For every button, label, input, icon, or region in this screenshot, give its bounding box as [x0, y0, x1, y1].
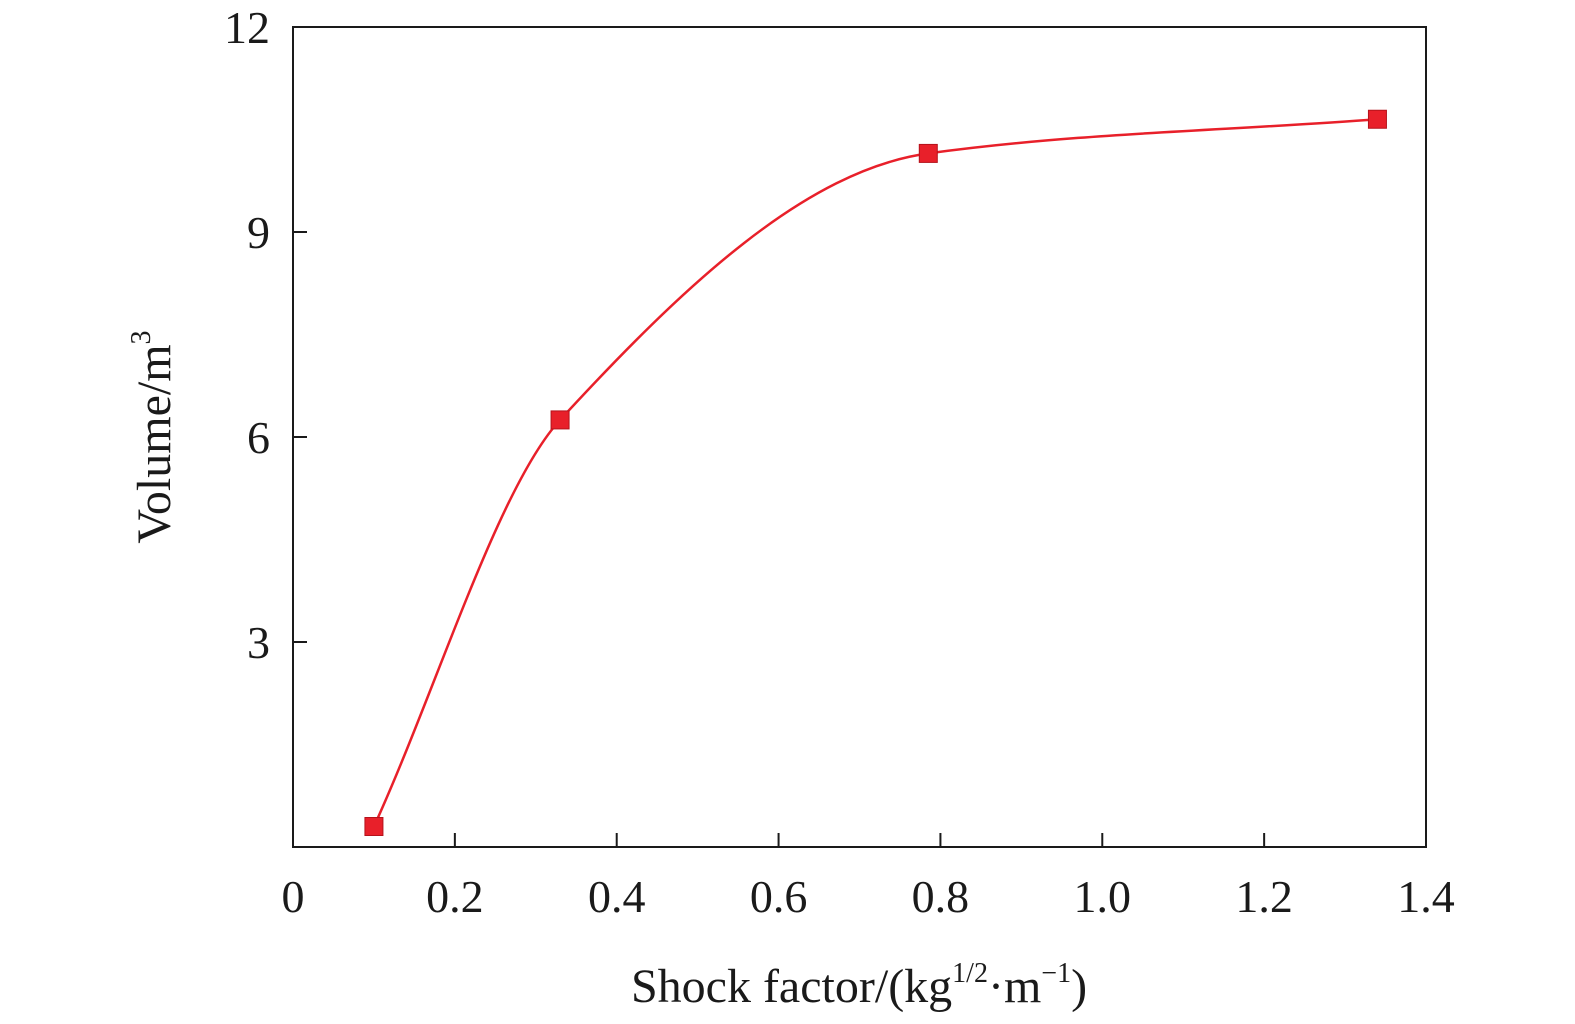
- x-axis-label: Shock factor/(kg1/2·m−1): [631, 958, 1087, 1013]
- x-axis-label-mid: ·m: [988, 960, 1041, 1013]
- x-axis-label-sup1: 1/2: [952, 958, 988, 989]
- x-tick-label: 0.4: [588, 871, 646, 922]
- x-tick-label: 0: [282, 871, 305, 922]
- series-layer: [364, 109, 1387, 836]
- y-tick-label: 6: [247, 412, 270, 463]
- x-tick-label: 1.0: [1074, 871, 1132, 922]
- x-axis-label-end: ): [1071, 960, 1087, 1013]
- x-tick-label: 0.6: [750, 871, 808, 922]
- data-point-marker: [550, 410, 570, 430]
- x-tick-label: 1.4: [1397, 871, 1455, 922]
- y-tick-label: 9: [247, 207, 270, 258]
- data-point-marker: [1367, 109, 1387, 129]
- y-axis-label: Volume/m3: [126, 330, 181, 543]
- x-tick-label: 0.8: [912, 871, 970, 922]
- y-axis-label-base: Volume/m: [128, 344, 181, 543]
- data-point-marker: [364, 817, 384, 836]
- plot-frame: [292, 26, 1427, 848]
- y-tick-label: 3: [247, 617, 270, 668]
- x-axis-ticks: 0 0.2 0.4 0.6 0.8 1.0 1.2 1.4: [282, 833, 1455, 922]
- series-line: [372, 118, 1378, 828]
- y-tick-label: 12: [224, 2, 270, 53]
- x-axis-label-sup2: −1: [1041, 958, 1071, 989]
- x-axis-label-base: Shock factor/(kg: [631, 960, 952, 1013]
- y-axis-ticks: 3 6 9 12: [224, 2, 307, 668]
- y-axis-label-sup: 3: [126, 330, 157, 344]
- data-point-marker: [918, 143, 938, 163]
- x-tick-label: 1.2: [1235, 871, 1293, 922]
- x-tick-label: 0.2: [426, 871, 484, 922]
